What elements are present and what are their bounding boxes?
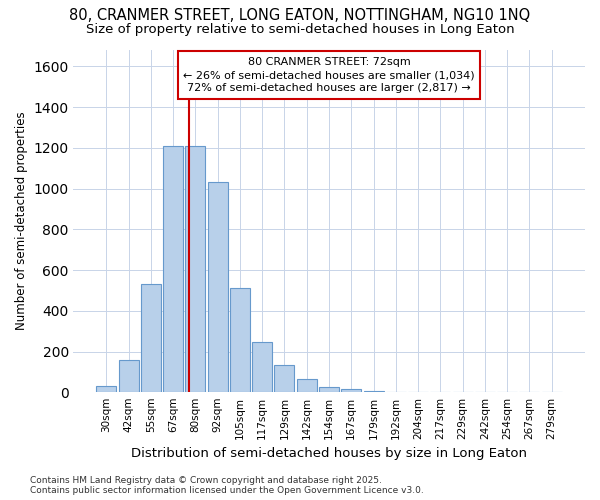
Bar [119, 360, 139, 392]
Bar [163, 146, 183, 392]
Bar [341, 390, 361, 392]
Text: 80, CRANMER STREET, LONG EATON, NOTTINGHAM, NG10 1NQ: 80, CRANMER STREET, LONG EATON, NOTTINGH… [70, 8, 530, 22]
Bar [185, 146, 205, 392]
Text: Contains HM Land Registry data © Crown copyright and database right 2025.
Contai: Contains HM Land Registry data © Crown c… [30, 476, 424, 495]
Bar [208, 182, 227, 392]
Bar [274, 365, 295, 392]
Text: Size of property relative to semi-detached houses in Long Eaton: Size of property relative to semi-detach… [86, 22, 514, 36]
Y-axis label: Number of semi-detached properties: Number of semi-detached properties [15, 112, 28, 330]
X-axis label: Distribution of semi-detached houses by size in Long Eaton: Distribution of semi-detached houses by … [131, 447, 527, 460]
Bar [319, 388, 339, 392]
Bar [141, 284, 161, 393]
Bar [296, 379, 317, 392]
Bar [252, 342, 272, 392]
Text: 80 CRANMER STREET: 72sqm
← 26% of semi-detached houses are smaller (1,034)
72% o: 80 CRANMER STREET: 72sqm ← 26% of semi-d… [183, 57, 475, 93]
Bar [96, 386, 116, 392]
Bar [230, 288, 250, 393]
